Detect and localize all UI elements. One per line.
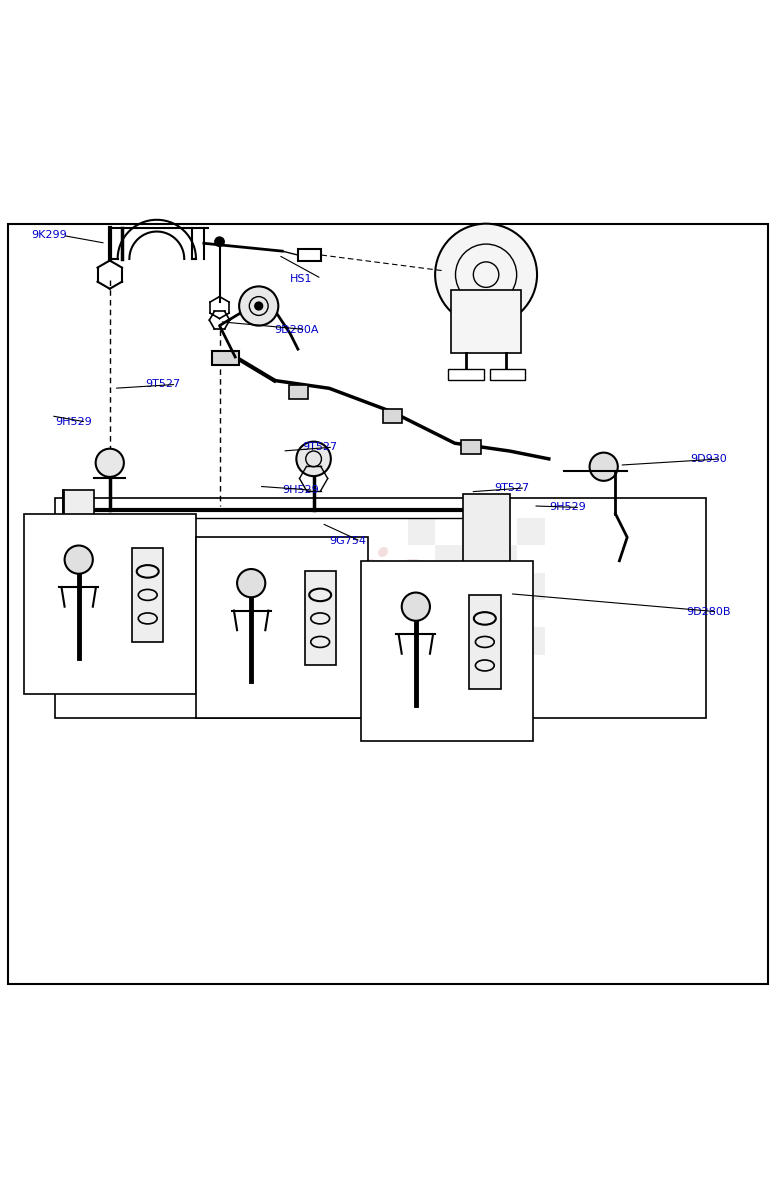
Text: 9D280A: 9D280A <box>274 324 319 335</box>
Text: 9H529: 9H529 <box>549 503 586 512</box>
Text: 9D930: 9D930 <box>690 454 727 464</box>
Circle shape <box>343 602 362 622</box>
Bar <box>435 545 463 572</box>
Bar <box>451 290 521 353</box>
Text: scuderia: scuderia <box>172 547 424 598</box>
Bar <box>221 557 249 572</box>
Bar <box>461 440 481 454</box>
Bar <box>490 368 525 380</box>
Bar <box>383 409 402 422</box>
Text: 9D280B: 9D280B <box>686 607 731 617</box>
Text: 9T527: 9T527 <box>302 442 337 452</box>
Text: 9T527: 9T527 <box>494 482 529 493</box>
Bar <box>304 571 336 666</box>
Circle shape <box>590 452 618 481</box>
Bar <box>463 517 490 545</box>
Bar <box>517 517 545 545</box>
Circle shape <box>435 223 537 325</box>
Circle shape <box>296 442 331 476</box>
Bar <box>361 560 533 742</box>
Bar <box>463 572 490 600</box>
Bar <box>517 628 545 655</box>
Circle shape <box>64 546 93 574</box>
Bar <box>339 557 367 572</box>
Bar <box>469 595 500 689</box>
Bar <box>463 494 510 584</box>
Bar <box>490 600 517 628</box>
Text: HS1: HS1 <box>290 274 313 283</box>
Circle shape <box>116 602 135 622</box>
Circle shape <box>237 569 265 598</box>
Text: 9H529: 9H529 <box>282 485 319 496</box>
Circle shape <box>401 593 430 620</box>
Text: 9G754: 9G754 <box>329 536 366 546</box>
Bar <box>111 557 140 572</box>
Bar <box>196 538 368 718</box>
Bar <box>408 572 435 600</box>
Bar <box>463 628 490 655</box>
Bar <box>408 517 435 545</box>
Circle shape <box>96 449 124 476</box>
Bar <box>298 248 321 262</box>
Bar <box>55 498 706 718</box>
Text: 9T527: 9T527 <box>145 379 180 389</box>
Bar <box>408 628 435 655</box>
Bar <box>435 600 463 628</box>
Bar <box>132 548 163 642</box>
Bar <box>63 491 94 588</box>
Circle shape <box>215 238 224 246</box>
Circle shape <box>255 302 263 310</box>
Bar <box>24 514 196 694</box>
Bar <box>517 572 545 600</box>
Bar <box>289 385 308 400</box>
Bar <box>448 368 484 380</box>
Bar <box>212 350 239 365</box>
Text: 9K299: 9K299 <box>31 230 67 240</box>
Circle shape <box>239 287 278 325</box>
Text: 9H529: 9H529 <box>55 418 92 427</box>
Text: car parts shop: car parts shop <box>233 599 363 617</box>
Circle shape <box>226 602 245 622</box>
Bar <box>490 545 517 572</box>
